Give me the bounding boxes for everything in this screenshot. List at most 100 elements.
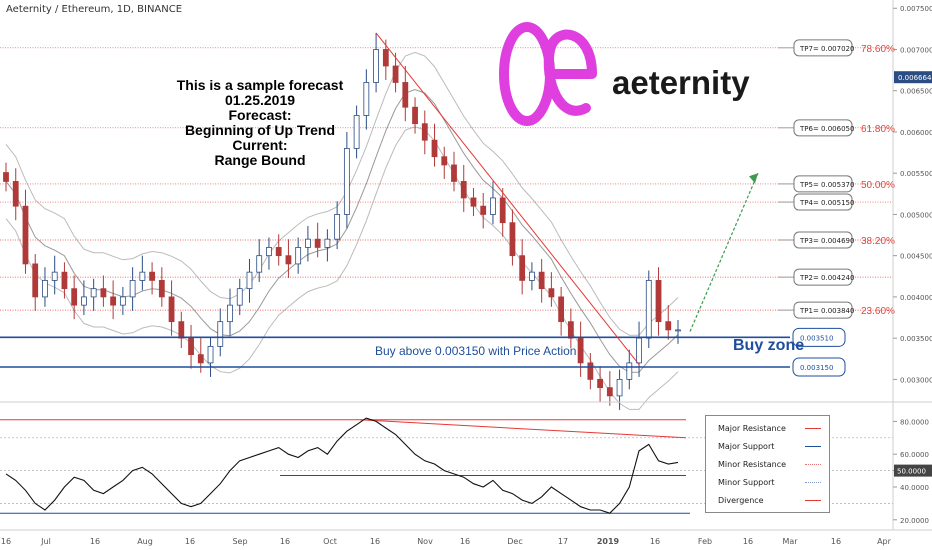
candle-body bbox=[51, 271, 58, 281]
time-tick-label: 17 bbox=[558, 537, 568, 546]
legend-swatch bbox=[805, 428, 821, 429]
candle-body bbox=[110, 296, 117, 306]
candle-body bbox=[305, 238, 311, 248]
time-axis: 16 Jul 16 Aug 16 Sep 16 Oct 16 Nov 16 Dec 17 2019 16 Fe… bbox=[1, 537, 892, 546]
time-tick-label: 16 bbox=[1, 537, 11, 546]
candle-body bbox=[499, 197, 506, 224]
fib-level-label: 78.60% bbox=[861, 44, 895, 55]
osc-tick-label: 20.0000 bbox=[900, 517, 929, 525]
candle-body bbox=[12, 181, 19, 207]
candle-body bbox=[577, 337, 584, 364]
target-box bbox=[793, 39, 853, 57]
candle-body bbox=[382, 49, 389, 67]
candle-body bbox=[392, 65, 399, 83]
time-tick-label: Nov bbox=[417, 537, 433, 546]
middle-band bbox=[5, 88, 679, 373]
candle-body bbox=[548, 288, 555, 298]
osc-tick-label: 40.0000 bbox=[900, 484, 929, 492]
candle-body bbox=[665, 321, 672, 331]
price-tick-label: 0.006500 bbox=[900, 88, 932, 96]
time-tick-label: 16 bbox=[90, 537, 100, 546]
candle-body bbox=[460, 181, 467, 199]
time-tick-label: 16 bbox=[650, 537, 660, 546]
candle-body bbox=[558, 296, 565, 323]
buy-above-label: Buy above 0.003150 with Price Action bbox=[375, 344, 577, 358]
candle-body bbox=[266, 247, 272, 257]
candle-body bbox=[81, 296, 87, 306]
forecast-arrow-line bbox=[689, 172, 759, 332]
candle-body bbox=[324, 238, 331, 248]
target-box bbox=[793, 119, 853, 137]
candle-body bbox=[480, 205, 487, 215]
legend-minor-resistance: Minor Resistance bbox=[718, 460, 787, 469]
annotation-line: Beginning of Up Trend bbox=[184, 122, 336, 138]
osc-tick-label: 80.0000 bbox=[900, 418, 929, 426]
downtrend-line bbox=[375, 32, 640, 365]
candle-body bbox=[373, 49, 379, 83]
price-tick-label: 0.004000 bbox=[900, 294, 932, 302]
oscillator-legend: Major Resistance Major Support Minor Res… bbox=[705, 415, 830, 513]
price-tick-label: 0.005500 bbox=[900, 170, 932, 178]
target-box bbox=[793, 193, 853, 211]
annotation-line: This is a sample forecast bbox=[176, 77, 344, 93]
candle-body bbox=[22, 205, 29, 265]
target-box bbox=[793, 301, 853, 319]
candle-body bbox=[197, 354, 204, 364]
candle-body bbox=[655, 280, 662, 323]
candle-body bbox=[207, 345, 214, 364]
legend-swatch bbox=[805, 446, 821, 447]
zone-label: 0.003510 bbox=[800, 334, 833, 342]
candle-body bbox=[490, 197, 496, 215]
candle-body bbox=[470, 197, 477, 207]
legend-major-resistance: Major Resistance bbox=[718, 424, 786, 433]
candle-body bbox=[139, 271, 146, 281]
candle-body bbox=[567, 321, 574, 339]
oscillator-panel: 80.000060.000050.000040.000020.000050.00… bbox=[0, 417, 932, 525]
time-tick-label: 16 bbox=[185, 537, 195, 546]
current-price-label: 0.006664 bbox=[898, 74, 932, 82]
candle-body bbox=[168, 296, 175, 323]
candle-body bbox=[178, 321, 185, 339]
logo-right-loop bbox=[543, 29, 597, 116]
target-label: TP5= 0.005370 bbox=[799, 181, 854, 189]
time-tick-label: Apr bbox=[877, 537, 892, 546]
time-tick-label: Aug bbox=[137, 537, 153, 546]
target-label: TP3= 0.004690 bbox=[799, 237, 854, 245]
fibonacci-lines: TP7= 0.007020 78.60% TP6= 0.006050 61.80% TP… bbox=[0, 39, 895, 319]
candle-body bbox=[334, 214, 341, 240]
candle-body bbox=[42, 280, 48, 298]
legend-swatch bbox=[805, 464, 821, 465]
annotation-line: Forecast: bbox=[228, 107, 292, 123]
candle-body bbox=[285, 255, 292, 265]
target-box bbox=[793, 175, 853, 193]
zone-box bbox=[792, 357, 846, 377]
candle-body bbox=[451, 164, 457, 182]
candle-body bbox=[675, 329, 681, 332]
candle-body bbox=[606, 387, 613, 397]
price-tick-label: 0.006000 bbox=[900, 129, 932, 137]
candle-body bbox=[129, 280, 136, 298]
candle-body bbox=[353, 115, 360, 149]
candle-body bbox=[227, 304, 233, 323]
target-box bbox=[793, 231, 853, 249]
candle-body bbox=[509, 222, 516, 257]
price-tick-label: 0.004500 bbox=[900, 253, 932, 261]
candle-body bbox=[402, 82, 409, 108]
target-label: TP4= 0.005150 bbox=[799, 199, 854, 207]
time-tick-label: 16 bbox=[831, 537, 841, 546]
zone-label: 0.003150 bbox=[800, 364, 833, 372]
annotation-line: Range Bound bbox=[214, 152, 306, 168]
candle-body bbox=[90, 288, 97, 298]
legend-major-support: Major Support bbox=[718, 442, 775, 451]
candle-body bbox=[295, 247, 302, 265]
time-tick-label: 2019 bbox=[597, 537, 620, 546]
target-label: TP6= 0.006050 bbox=[799, 125, 854, 133]
fib-level-label: 61.80% bbox=[861, 124, 895, 135]
osc-current-label: 50.0000 bbox=[897, 468, 926, 476]
chart-overlays: 0.003510 0.003150 bbox=[0, 32, 846, 377]
price-tick-label: 0.007500 bbox=[900, 5, 932, 13]
forecast-annotation: This is a sample forecast 01.25.2019 For… bbox=[150, 78, 370, 168]
price-tick-label: 0.005000 bbox=[900, 211, 932, 219]
